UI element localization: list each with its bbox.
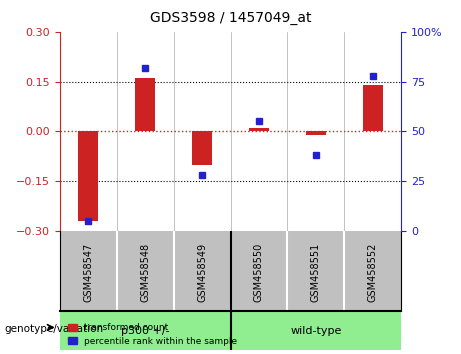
Bar	[78, 131, 98, 221]
Bar	[192, 131, 212, 165]
Text: GSM458551: GSM458551	[311, 243, 321, 302]
Text: wild-type: wild-type	[290, 326, 342, 336]
Text: GSM458547: GSM458547	[83, 243, 94, 302]
Text: p300 +/-: p300 +/-	[121, 326, 170, 336]
Bar	[249, 128, 269, 131]
Text: GSM458552: GSM458552	[367, 243, 378, 302]
Bar	[306, 131, 326, 135]
Text: GSM458550: GSM458550	[254, 243, 264, 302]
Bar	[363, 85, 383, 131]
Text: GDS3598 / 1457049_at: GDS3598 / 1457049_at	[150, 11, 311, 25]
Legend: transformed count, percentile rank within the sample: transformed count, percentile rank withi…	[65, 320, 241, 349]
Text: genotype/variation: genotype/variation	[5, 324, 104, 334]
Text: GSM458549: GSM458549	[197, 243, 207, 302]
Bar	[135, 78, 155, 131]
Text: GSM458548: GSM458548	[140, 243, 150, 302]
